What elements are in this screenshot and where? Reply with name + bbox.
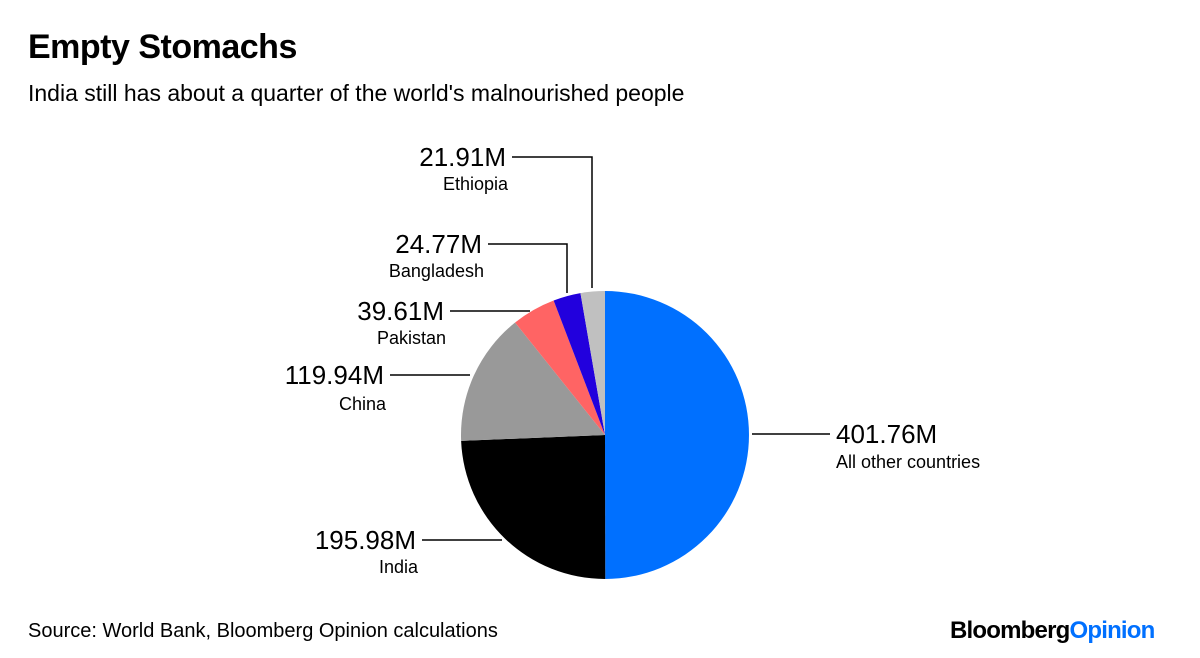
- chart-title: Empty Stomachs: [28, 28, 297, 66]
- data-label-bangladesh: 24.77M: [395, 229, 482, 259]
- slice-label-india: India: [379, 557, 419, 577]
- slice-label-pakistan: Pakistan: [377, 328, 446, 348]
- data-label-pakistan: 39.61M: [357, 296, 444, 326]
- source-note: Source: World Bank, Bloomberg Opinion ca…: [28, 620, 498, 642]
- logo-part-bloomberg: Bloomberg: [950, 617, 1070, 644]
- slice-label-ethiopia: Ethiopia: [443, 174, 509, 194]
- slice-label-china: China: [339, 394, 387, 414]
- pie-slice-india: [461, 435, 606, 579]
- slice-label-all-other-countries: All other countries: [836, 452, 980, 472]
- data-label-ethiopia: 21.91M: [419, 142, 506, 172]
- pie-slice-bangladesh: [553, 293, 605, 435]
- leader-line-ethiopia: [512, 156, 593, 288]
- leader-line-bangladesh: [488, 243, 568, 293]
- pie-slice-china: [461, 322, 605, 441]
- data-label-india: 195.98M: [315, 525, 416, 555]
- pie-slice-pakistan: [515, 300, 605, 435]
- data-label-all-other-countries: 401.76M: [836, 419, 937, 449]
- logo-part-opinion: Opinion: [1069, 617, 1155, 644]
- pie-slice-all-other-countries: [605, 291, 749, 579]
- slice-label-bangladesh: Bangladesh: [389, 261, 484, 281]
- pie-slice-ethiopia: [580, 291, 605, 435]
- chart-subtitle: India still has about a quarter of the w…: [28, 80, 685, 106]
- data-label-china: 119.94M: [285, 360, 384, 390]
- bloomberg-opinion-logo: BloombergOpinion: [950, 617, 1155, 645]
